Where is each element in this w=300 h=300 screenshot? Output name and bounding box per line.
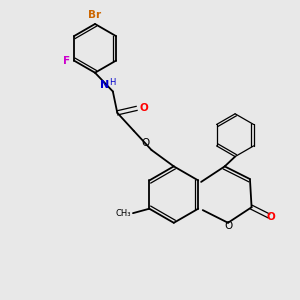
Text: O: O [224,221,232,231]
Text: O: O [267,212,275,222]
Text: H: H [109,78,116,87]
Text: F: F [63,56,70,65]
Text: O: O [140,103,148,113]
Text: N: N [100,80,109,90]
Text: O: O [142,138,150,148]
Text: Br: Br [88,10,102,20]
Text: CH₃: CH₃ [116,209,131,218]
